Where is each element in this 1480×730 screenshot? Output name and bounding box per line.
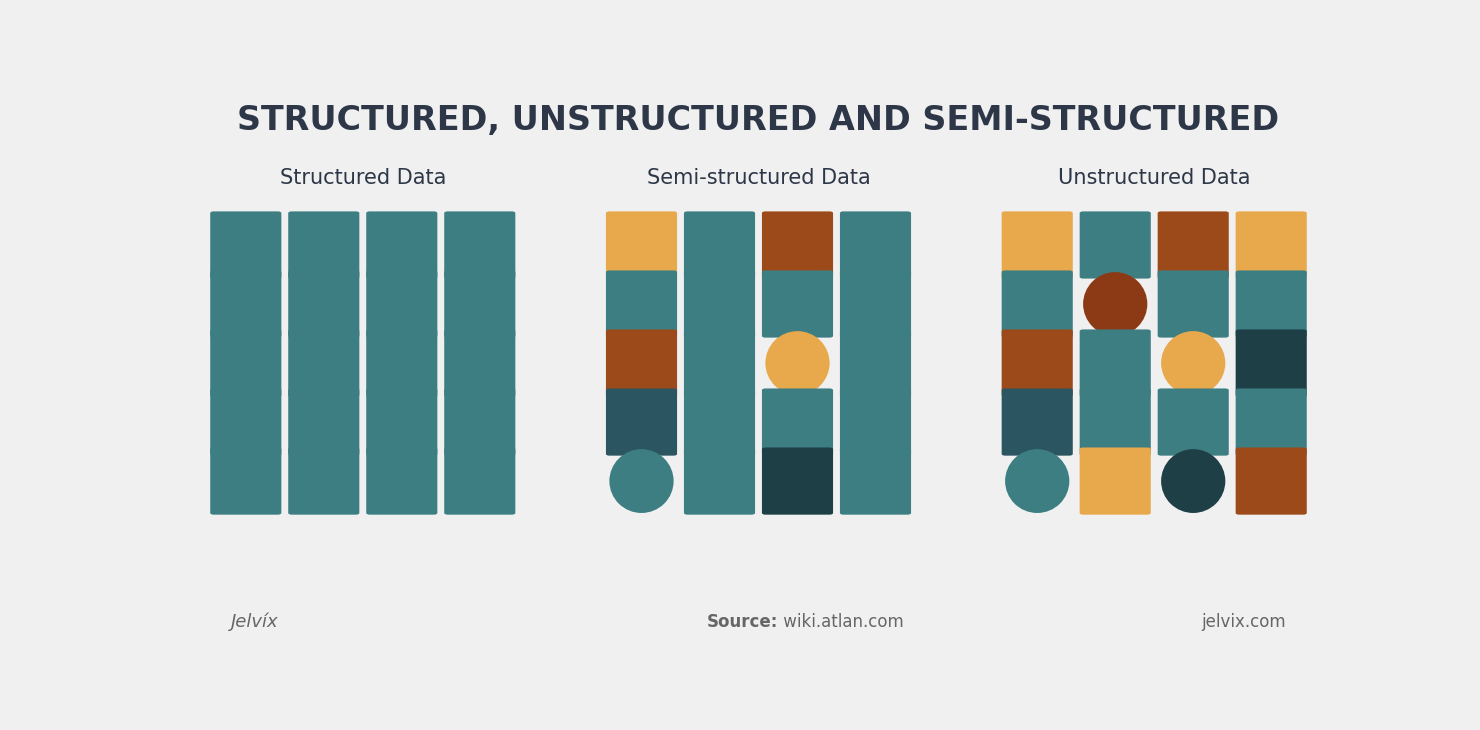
Text: Unstructured Data: Unstructured Data — [1058, 168, 1251, 188]
FancyBboxPatch shape — [762, 388, 833, 456]
Text: Semi-structured Data: Semi-structured Data — [647, 168, 870, 188]
FancyBboxPatch shape — [841, 388, 912, 456]
FancyBboxPatch shape — [210, 270, 281, 337]
FancyBboxPatch shape — [444, 270, 515, 337]
FancyBboxPatch shape — [684, 329, 755, 396]
FancyBboxPatch shape — [762, 212, 833, 279]
FancyBboxPatch shape — [210, 447, 281, 515]
FancyBboxPatch shape — [366, 329, 438, 396]
FancyBboxPatch shape — [1079, 329, 1151, 396]
FancyBboxPatch shape — [444, 388, 515, 456]
FancyBboxPatch shape — [210, 212, 281, 279]
Text: STRUCTURED, UNSTRUCTURED AND SEMI-STRUCTURED: STRUCTURED, UNSTRUCTURED AND SEMI-STRUCT… — [237, 104, 1280, 137]
FancyBboxPatch shape — [1236, 329, 1307, 396]
Ellipse shape — [765, 331, 830, 395]
FancyBboxPatch shape — [444, 447, 515, 515]
FancyBboxPatch shape — [366, 447, 438, 515]
Text: jelvix.com: jelvix.com — [1202, 612, 1286, 631]
FancyBboxPatch shape — [366, 388, 438, 456]
FancyBboxPatch shape — [762, 270, 833, 337]
FancyBboxPatch shape — [1002, 329, 1073, 396]
FancyBboxPatch shape — [605, 212, 676, 279]
FancyBboxPatch shape — [762, 447, 833, 515]
FancyBboxPatch shape — [605, 329, 676, 396]
Text: Jelvíx: Jelvíx — [231, 612, 278, 631]
FancyBboxPatch shape — [605, 270, 676, 337]
Text: Structured Data: Structured Data — [280, 168, 445, 188]
FancyBboxPatch shape — [841, 447, 912, 515]
FancyBboxPatch shape — [444, 329, 515, 396]
FancyBboxPatch shape — [289, 270, 360, 337]
FancyBboxPatch shape — [444, 212, 515, 279]
FancyBboxPatch shape — [1236, 212, 1307, 279]
FancyBboxPatch shape — [1002, 212, 1073, 279]
FancyBboxPatch shape — [366, 270, 438, 337]
Ellipse shape — [1083, 272, 1147, 336]
FancyBboxPatch shape — [1236, 447, 1307, 515]
FancyBboxPatch shape — [1079, 212, 1151, 279]
FancyBboxPatch shape — [1157, 270, 1228, 337]
FancyBboxPatch shape — [684, 270, 755, 337]
Ellipse shape — [1005, 449, 1070, 513]
Ellipse shape — [1162, 449, 1225, 513]
FancyBboxPatch shape — [1236, 388, 1307, 456]
FancyBboxPatch shape — [289, 447, 360, 515]
FancyBboxPatch shape — [289, 388, 360, 456]
FancyBboxPatch shape — [841, 212, 912, 279]
Text: wiki.atlan.com: wiki.atlan.com — [778, 612, 904, 631]
FancyBboxPatch shape — [841, 329, 912, 396]
FancyBboxPatch shape — [841, 270, 912, 337]
FancyBboxPatch shape — [210, 329, 281, 396]
FancyBboxPatch shape — [1002, 388, 1073, 456]
FancyBboxPatch shape — [289, 212, 360, 279]
FancyBboxPatch shape — [366, 212, 438, 279]
Text: Source:: Source: — [707, 612, 778, 631]
FancyBboxPatch shape — [1002, 270, 1073, 337]
FancyBboxPatch shape — [1157, 388, 1228, 456]
FancyBboxPatch shape — [289, 329, 360, 396]
FancyBboxPatch shape — [605, 388, 676, 456]
FancyBboxPatch shape — [684, 212, 755, 279]
FancyBboxPatch shape — [684, 447, 755, 515]
FancyBboxPatch shape — [210, 388, 281, 456]
FancyBboxPatch shape — [1079, 388, 1151, 456]
FancyBboxPatch shape — [1079, 447, 1151, 515]
FancyBboxPatch shape — [684, 388, 755, 456]
FancyBboxPatch shape — [1157, 212, 1228, 279]
FancyBboxPatch shape — [1236, 270, 1307, 337]
Ellipse shape — [610, 449, 673, 513]
Ellipse shape — [1162, 331, 1225, 395]
